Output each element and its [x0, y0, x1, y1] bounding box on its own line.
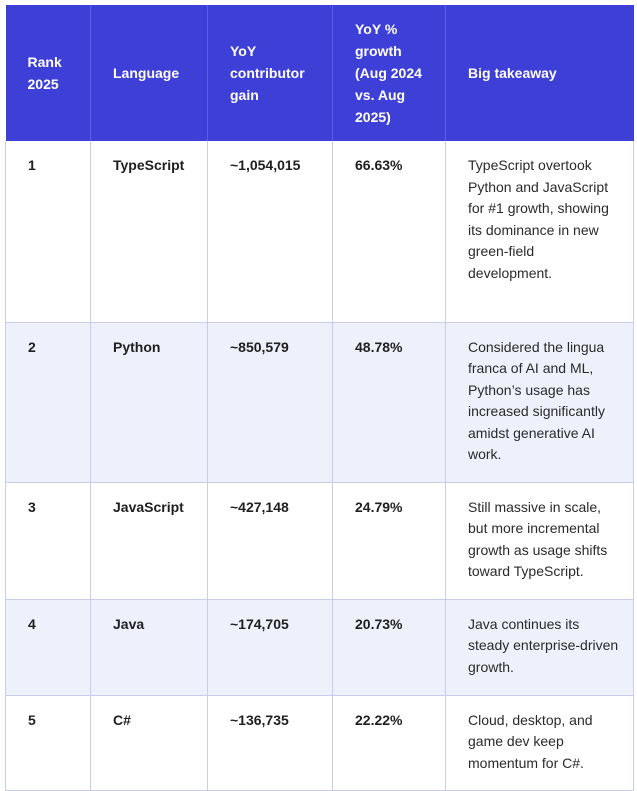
- takeaway-cell: Cloud, desktop, and game dev keep moment…: [445, 695, 634, 791]
- rank-cell: 4: [5, 599, 91, 696]
- language-cell: JavaScript: [90, 482, 208, 600]
- language-cell: C#: [90, 695, 208, 791]
- header-yoy-growth: YoY % growth (Aug 2024 vs. Aug 2025): [332, 5, 446, 141]
- header-rank: Rank 2025: [5, 5, 91, 141]
- takeaway-cell: Considered the lingua franca of AI and M…: [445, 322, 634, 483]
- table-row: 1 TypeScript ~1,054,015 66.63% TypeScrip…: [5, 141, 634, 323]
- gain-cell: ~174,705: [207, 599, 333, 696]
- table-row: 3 JavaScript ~427,148 24.79% Still massi…: [5, 482, 634, 600]
- header-big-takeaway: Big takeaway: [445, 5, 634, 141]
- table-row: 2 Python ~850,579 48.78% Considered the …: [5, 322, 634, 483]
- header-contributor-gain: YoY contributor gain: [207, 5, 333, 141]
- gain-cell: ~427,148: [207, 482, 333, 600]
- language-growth-table: Rank 2025 Language YoY contributor gain …: [5, 5, 634, 791]
- rank-cell: 3: [5, 482, 91, 600]
- growth-cell: 48.78%: [332, 322, 446, 483]
- table-row: 4 Java ~174,705 20.73% Java continues it…: [5, 599, 634, 696]
- rank-cell: 2: [5, 322, 91, 483]
- takeaway-cell: Java continues its steady enterprise-dri…: [445, 599, 634, 696]
- table-row: 5 C# ~136,735 22.22% Cloud, desktop, and…: [5, 695, 634, 791]
- growth-cell: 24.79%: [332, 482, 446, 600]
- growth-cell: 20.73%: [332, 599, 446, 696]
- rank-cell: 1: [5, 141, 91, 323]
- table-header-row: Rank 2025 Language YoY contributor gain …: [5, 5, 634, 141]
- gain-cell: ~850,579: [207, 322, 333, 483]
- gain-cell: ~1,054,015: [207, 141, 333, 323]
- language-cell: Java: [90, 599, 208, 696]
- language-cell: Python: [90, 322, 208, 483]
- header-language: Language: [90, 5, 208, 141]
- takeaway-cell: TypeScript overtook Python and JavaScrip…: [445, 141, 634, 323]
- language-cell: TypeScript: [90, 141, 208, 323]
- takeaway-cell: Still massive in scale, but more increme…: [445, 482, 634, 600]
- growth-cell: 66.63%: [332, 141, 446, 323]
- growth-cell: 22.22%: [332, 695, 446, 791]
- gain-cell: ~136,735: [207, 695, 333, 791]
- rank-cell: 5: [5, 695, 91, 791]
